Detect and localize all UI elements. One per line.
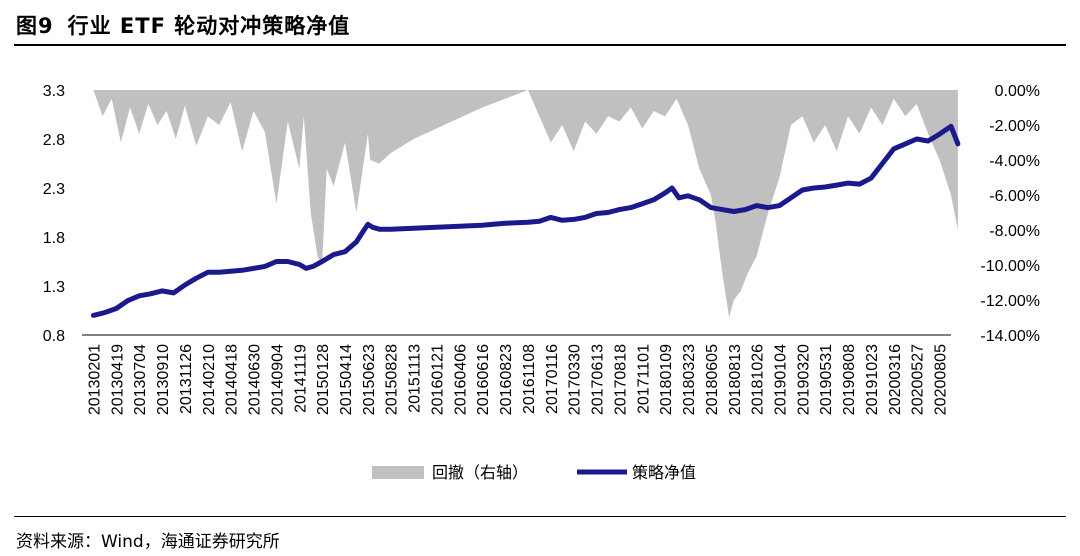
x-tick-label: 20160823	[498, 344, 515, 415]
left-tick-label: 2.3	[43, 181, 65, 198]
x-tick-label: 20200805	[933, 344, 950, 415]
x-tick-label: 20160616	[475, 344, 492, 415]
x-tick-label: 20130201	[86, 344, 103, 415]
x-tick-label: 20131126	[178, 344, 195, 414]
figure-header: 图9 行业 ETF 轮动对冲策略净值	[0, 0, 1080, 46]
right-tick-label: 0.00%	[995, 83, 1040, 100]
x-tick-label: 20151113	[407, 344, 424, 413]
x-tick-label: 20170818	[612, 344, 629, 415]
x-tick-label: 20150828	[384, 344, 401, 415]
left-tick-label: 2.8	[43, 132, 65, 149]
x-tick-label: 20161108	[521, 344, 538, 414]
x-tick-label: 20180323	[681, 344, 698, 415]
x-tick-label: 20190320	[795, 344, 812, 415]
x-tick-label: 20191023	[864, 344, 881, 415]
etf-rotation-chart: 3.3 2.8 2.3 1.8 1.3 0.8 0.00% -2.00% -4.00% -6.00…	[43, 83, 1040, 482]
x-tick-label: 20180109	[658, 344, 675, 415]
legend-drawdown-label: 回撤（右轴）	[432, 463, 528, 482]
x-tick-label: 20190808	[841, 344, 858, 415]
drawdown-area	[93, 90, 958, 318]
right-tick-label: -8.00%	[989, 223, 1040, 240]
legend-nav-label: 策略净值	[632, 463, 696, 482]
left-tick-label: 1.8	[43, 230, 65, 247]
x-tick-label: 20140630	[247, 344, 264, 415]
legend: 回撤（右轴） 策略净值	[372, 463, 696, 482]
nav-line	[90, 123, 961, 318]
x-tick-label: 20171101	[635, 344, 652, 414]
x-tick-label: 20141119	[292, 344, 309, 413]
x-tick-label: 20150623	[361, 344, 378, 415]
x-tick-label: 20130704	[132, 344, 149, 415]
right-tick-label: -4.00%	[989, 153, 1040, 170]
x-tick-label: 20130419	[109, 344, 126, 415]
left-tick-label: 0.8	[43, 328, 65, 345]
right-tick-label: -6.00%	[989, 188, 1040, 205]
drawdown-area-layer	[93, 90, 958, 318]
x-tick-label: 20180813	[727, 344, 744, 415]
header-rule	[14, 44, 1066, 46]
x-tick-label: 20200527	[910, 344, 927, 415]
footer-rule	[14, 516, 1066, 517]
source-note: 资料来源：Wind，海通证券研究所	[16, 532, 280, 552]
axes-layer: 3.3 2.8 2.3 1.8 1.3 0.8 0.00% -2.00% -4.00% -6.00…	[43, 83, 1040, 415]
x-tick-label: 20190104	[773, 344, 790, 415]
x-tick-label: 20130910	[155, 344, 172, 415]
left-tick-label: 3.3	[43, 83, 65, 100]
left-tick-label: 1.3	[43, 279, 65, 296]
x-tick-label: 20140418	[224, 344, 241, 415]
x-tick-label: 20190531	[818, 344, 835, 415]
x-tick-label: 20170330	[567, 344, 584, 415]
nav-line-layer	[90, 123, 961, 318]
right-tick-label: -12.00%	[980, 293, 1040, 310]
figure-title: 图9 行业 ETF 轮动对冲策略净值	[16, 10, 350, 40]
x-tick-label: 20170613	[590, 344, 607, 415]
right-tick-label: -2.00%	[989, 118, 1040, 135]
x-tick-label: 20181026	[750, 344, 767, 415]
legend-drawdown-swatch	[372, 466, 424, 479]
figure-title-text: 行业 ETF 轮动对冲策略净值	[67, 14, 351, 38]
x-tick-label: 20170116	[544, 344, 561, 414]
right-tick-label: -14.00%	[980, 328, 1040, 345]
x-tick-label: 20160406	[452, 344, 469, 415]
x-tick-label: 20160121	[430, 344, 447, 415]
x-tick-label: 20180605	[704, 344, 721, 415]
x-tick-label: 20150414	[338, 344, 355, 415]
figure-label: 图9	[16, 14, 54, 38]
x-tick-label: 20140210	[201, 344, 218, 415]
right-tick-label: -10.00%	[980, 258, 1040, 275]
x-tick-label: 20140904	[269, 344, 286, 415]
x-tick-label: 20200316	[887, 344, 904, 415]
x-tick-label: 20150128	[315, 344, 332, 415]
